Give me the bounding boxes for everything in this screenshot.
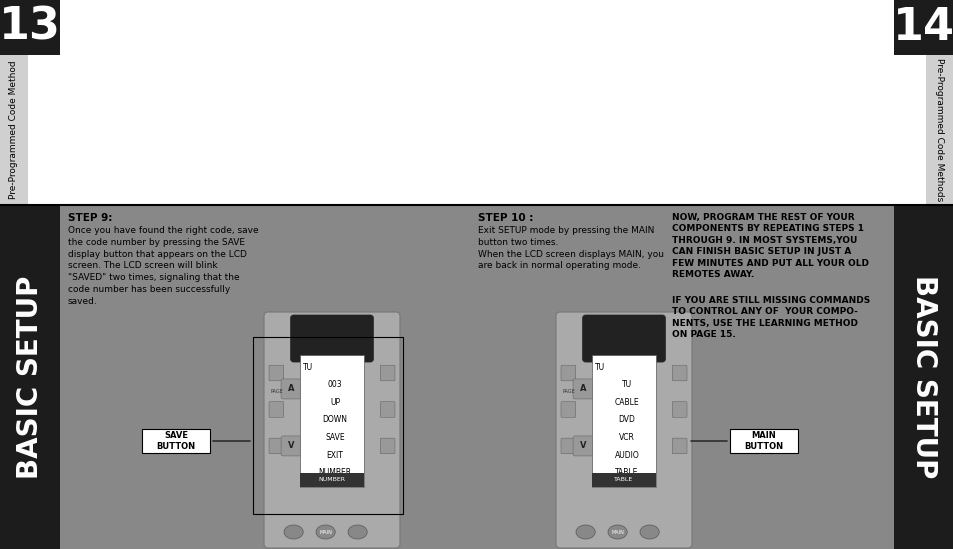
Ellipse shape: [315, 525, 335, 539]
Bar: [0, 205, 60, 549]
Text: DVD: DVD: [618, 416, 635, 424]
Text: SAVE: SAVE: [325, 433, 344, 442]
Text: CABLE: CABLE: [614, 398, 639, 407]
Bar: [729, 429, 797, 453]
FancyBboxPatch shape: [582, 315, 664, 362]
Bar: [142, 429, 210, 453]
Text: TABLE: TABLE: [614, 478, 633, 483]
Text: A: A: [288, 384, 294, 394]
Bar: [925, 55, 953, 205]
Text: BASIC SETUP: BASIC SETUP: [909, 275, 937, 479]
Bar: [0, 205, 953, 549]
FancyBboxPatch shape: [573, 379, 593, 399]
Text: V: V: [579, 441, 586, 451]
Text: AUDIO: AUDIO: [614, 451, 639, 460]
Ellipse shape: [348, 525, 367, 539]
Text: TU: TU: [595, 362, 604, 372]
Text: Once you have found the right code, save
the code number by pressing the SAVE
di: Once you have found the right code, save…: [68, 226, 258, 306]
Text: Exit SETUP mode by pressing the MAIN
button two times.
When the LCD screen displ: Exit SETUP mode by pressing the MAIN but…: [477, 226, 663, 271]
Bar: [893, 205, 953, 549]
FancyBboxPatch shape: [560, 438, 576, 454]
Text: SAVE
BUTTON: SAVE BUTTON: [156, 432, 195, 451]
FancyBboxPatch shape: [560, 365, 576, 381]
Text: UP: UP: [330, 398, 339, 407]
Text: MAIN
BUTTON: MAIN BUTTON: [743, 432, 782, 451]
Text: TABLE: TABLE: [615, 468, 638, 478]
FancyBboxPatch shape: [264, 312, 399, 548]
Text: DOWN: DOWN: [322, 416, 347, 424]
FancyBboxPatch shape: [672, 365, 686, 381]
FancyBboxPatch shape: [380, 438, 395, 454]
Text: STEP 9:: STEP 9:: [68, 213, 112, 223]
Text: TU: TU: [621, 380, 632, 389]
FancyBboxPatch shape: [291, 315, 373, 362]
FancyBboxPatch shape: [672, 402, 686, 417]
Text: 13: 13: [0, 6, 61, 49]
Text: NUMBER: NUMBER: [318, 478, 345, 483]
Text: NOW, PROGRAM THE REST OF YOUR
COMPONENTS BY REPEATING STEPS 1
THROUGH 9. IN MOST: NOW, PROGRAM THE REST OF YOUR COMPONENTS…: [671, 213, 868, 279]
Text: VCR: VCR: [618, 433, 635, 442]
Ellipse shape: [639, 525, 659, 539]
FancyBboxPatch shape: [269, 402, 283, 417]
FancyBboxPatch shape: [556, 312, 691, 548]
Text: MAIN: MAIN: [319, 529, 332, 535]
Text: A: A: [579, 384, 586, 394]
Text: V: V: [288, 441, 294, 451]
Text: TU: TU: [303, 362, 313, 372]
FancyBboxPatch shape: [573, 436, 593, 456]
Bar: [592, 355, 656, 487]
FancyBboxPatch shape: [281, 379, 301, 399]
Text: EXIT: EXIT: [326, 451, 343, 460]
Text: PAGE: PAGE: [270, 389, 282, 394]
Text: IF YOU ARE STILL MISSING COMMANDS
TO CONTROL ANY OF  YOUR COMPO-
NENTS, USE THE : IF YOU ARE STILL MISSING COMMANDS TO CON…: [671, 296, 869, 339]
Text: BASIC SETUP: BASIC SETUP: [16, 275, 44, 479]
Bar: [0, 0, 953, 205]
FancyBboxPatch shape: [269, 438, 283, 454]
Text: PAGE: PAGE: [561, 389, 574, 394]
Bar: [299, 473, 364, 487]
FancyBboxPatch shape: [560, 402, 576, 417]
Ellipse shape: [576, 525, 595, 539]
Text: 14: 14: [892, 6, 953, 49]
Bar: [299, 355, 364, 487]
Text: Pre-Programmed Code Methods: Pre-Programmed Code Methods: [935, 58, 943, 201]
FancyBboxPatch shape: [380, 402, 395, 417]
FancyBboxPatch shape: [380, 365, 395, 381]
Bar: [893, 0, 953, 55]
Ellipse shape: [607, 525, 626, 539]
Bar: [592, 473, 656, 487]
Bar: [0, 0, 60, 55]
Text: 003: 003: [327, 380, 342, 389]
FancyBboxPatch shape: [269, 365, 283, 381]
Ellipse shape: [284, 525, 303, 539]
Text: STEP 10 :: STEP 10 :: [477, 213, 533, 223]
FancyBboxPatch shape: [672, 438, 686, 454]
Bar: [253, 337, 403, 514]
Text: NUMBER: NUMBER: [318, 468, 352, 478]
Text: MAIN: MAIN: [611, 529, 623, 535]
Text: Pre-Programmed Code Method: Pre-Programmed Code Method: [10, 61, 18, 199]
Bar: [0, 55, 28, 205]
FancyBboxPatch shape: [281, 436, 301, 456]
